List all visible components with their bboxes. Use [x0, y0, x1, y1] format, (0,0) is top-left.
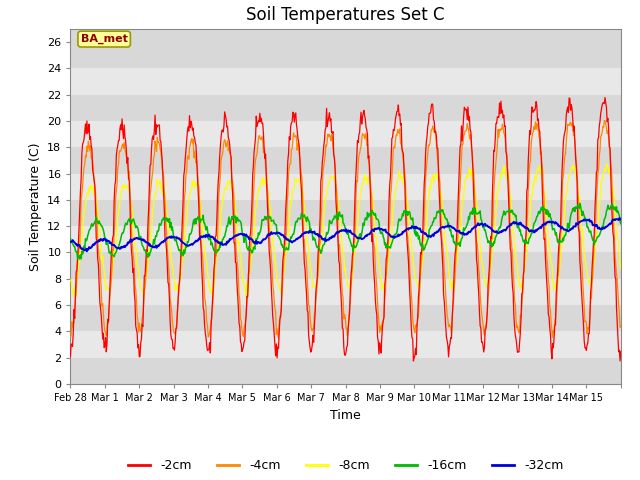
- Bar: [70, 173, 621, 200]
- Bar: [70, 42, 621, 68]
- Bar: [70, 95, 621, 121]
- Bar: [70, 147, 621, 173]
- X-axis label: Time: Time: [330, 408, 361, 421]
- Bar: [70, 358, 621, 384]
- Text: BA_met: BA_met: [81, 34, 127, 44]
- Bar: [70, 200, 621, 226]
- Legend: -2cm, -4cm, -8cm, -16cm, -32cm: -2cm, -4cm, -8cm, -16cm, -32cm: [123, 454, 568, 477]
- Bar: [70, 331, 621, 358]
- Bar: [70, 121, 621, 147]
- Title: Soil Temperatures Set C: Soil Temperatures Set C: [246, 6, 445, 24]
- Bar: [70, 68, 621, 95]
- Bar: [70, 305, 621, 331]
- Bar: [70, 226, 621, 252]
- Bar: [70, 279, 621, 305]
- Bar: [70, 252, 621, 279]
- Y-axis label: Soil Temperature (C): Soil Temperature (C): [29, 142, 42, 271]
